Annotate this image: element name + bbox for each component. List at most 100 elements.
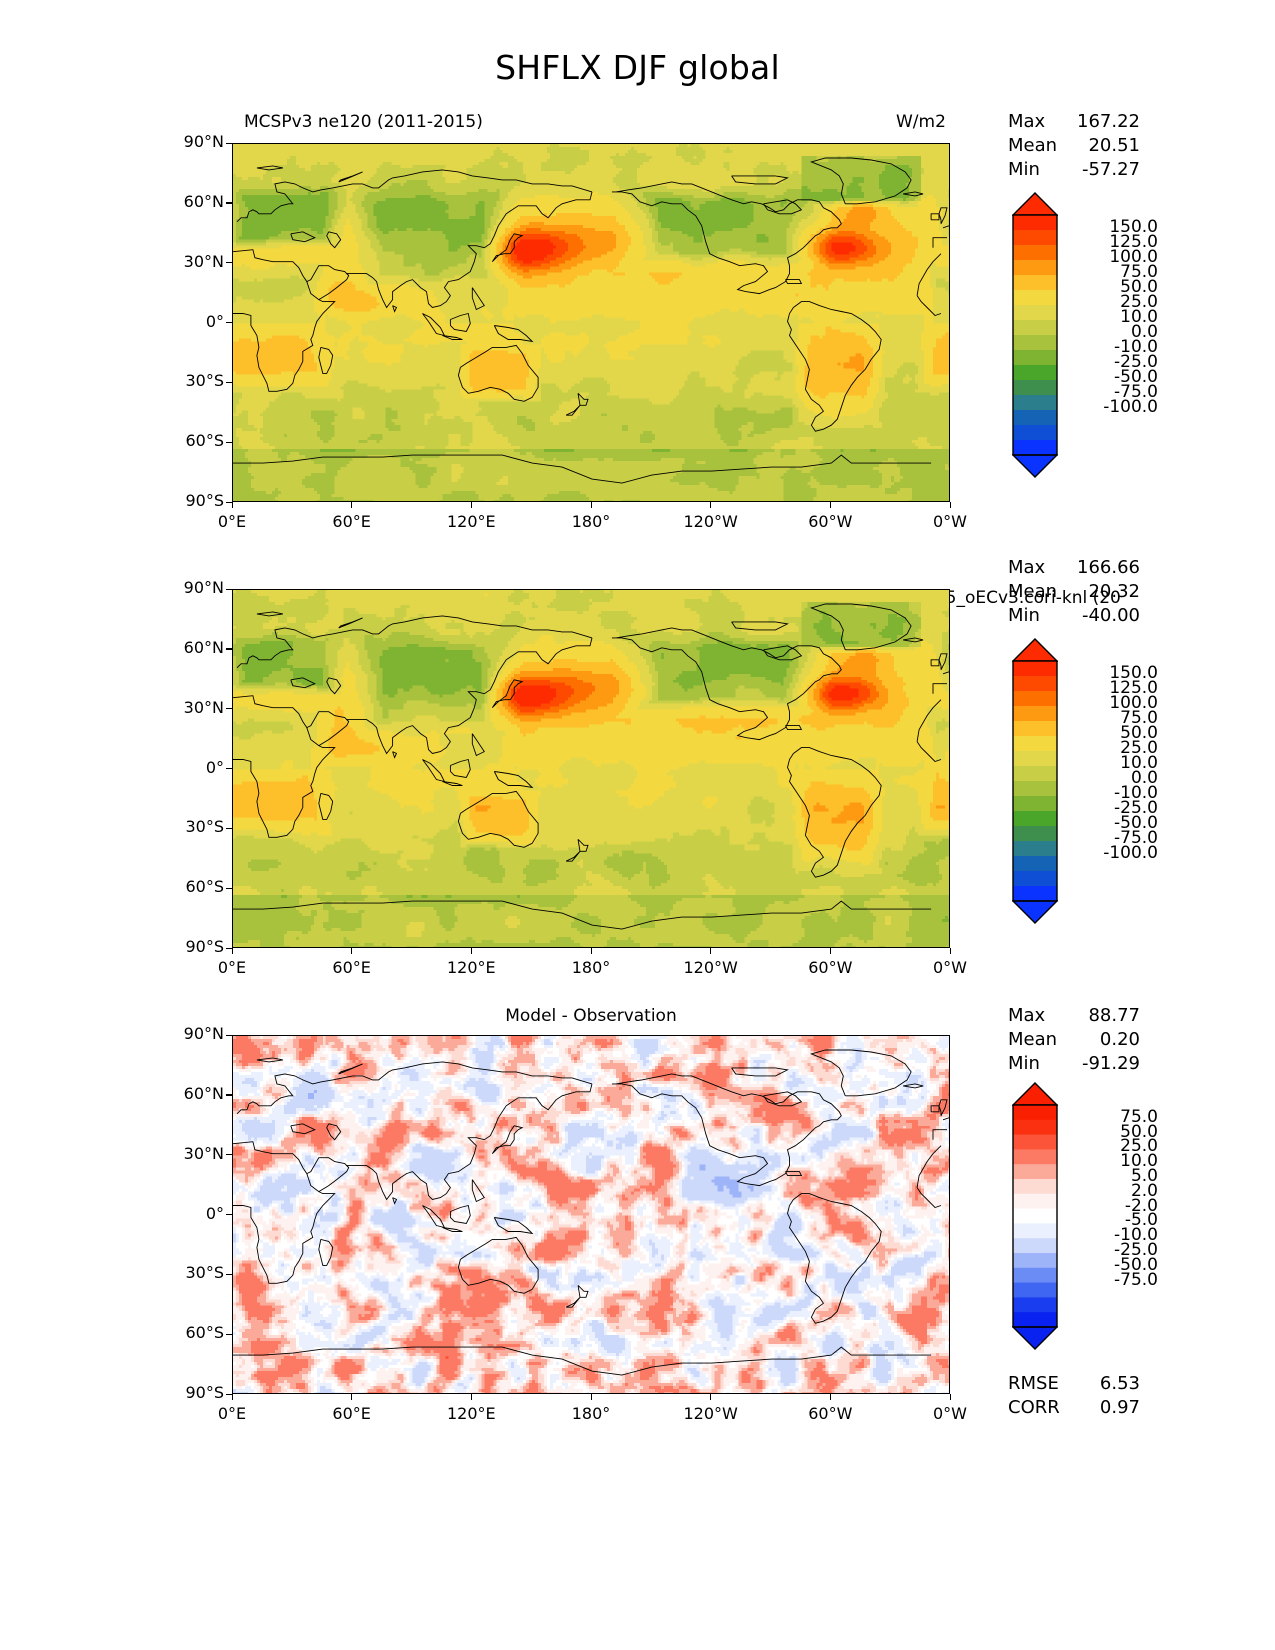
x-axis-tick-mark bbox=[949, 502, 951, 508]
x-axis-tick-label: 120°W bbox=[683, 1404, 738, 1423]
y-axis-tick-mark bbox=[226, 1034, 232, 1036]
x-axis-tick-label: 0°W bbox=[933, 958, 967, 977]
y-axis-tick-label: 0° bbox=[205, 311, 224, 331]
x-axis-tick-label: 60°W bbox=[808, 1404, 853, 1423]
colorbar-tick-label: -5.0 bbox=[1124, 1210, 1158, 1231]
x-axis-tick-mark bbox=[829, 1394, 832, 1400]
y-axis-tick-label: 90°N bbox=[183, 578, 224, 597]
metric-corr-row: CORR 0.97 bbox=[1008, 1397, 1140, 1418]
stat-min-row: Min -40.00 bbox=[1008, 605, 1140, 626]
y-axis-tick-mark bbox=[226, 768, 232, 770]
colorbar-tick-label: 100.0 bbox=[1109, 247, 1158, 267]
x-axis-tick-label: 0°E bbox=[217, 1404, 247, 1423]
colorbar-tick-label: 0.0 bbox=[1130, 322, 1158, 342]
x-axis-tick-mark bbox=[710, 1394, 712, 1400]
x-axis-tick-mark bbox=[590, 1394, 592, 1400]
colorbar-tick-label: 5.0 bbox=[1130, 1166, 1158, 1186]
colorbar-tick-label: -25.0 bbox=[1114, 352, 1158, 372]
x-axis-tick-label: 120°W bbox=[683, 958, 738, 977]
colorbar-tick-label: 10.0 bbox=[1120, 307, 1158, 327]
x-axis-tick-mark bbox=[470, 1394, 473, 1400]
y-axis-tick-mark bbox=[226, 142, 232, 144]
colorbar-model: 150.0 125.0 100.0 75.0 50.0 25.0 10.0 0.0 -10.0-… bbox=[1012, 638, 1158, 924]
y-axis-tick-mark bbox=[226, 708, 232, 710]
x-axis-tick-label: 0°W bbox=[933, 1404, 967, 1423]
y-axis-tick-label: 0° bbox=[205, 1203, 224, 1223]
x-axis-tick-label: 60°E bbox=[332, 1404, 371, 1423]
y-axis-tick-label: 60°N bbox=[183, 191, 224, 211]
colorbar-observation: 150.0 125.0 100.0 75.0 50.0 25.0 10.0 0.0 -10.0-… bbox=[1012, 192, 1158, 478]
colorbar-tick-label: -75.0 bbox=[1114, 828, 1158, 848]
x-axis-tick-mark bbox=[470, 502, 473, 508]
map-model[interactable] bbox=[232, 589, 950, 948]
colorbar-tick-label: 25.0 bbox=[1120, 1136, 1158, 1157]
colorbar-tick-label: 125.0 bbox=[1109, 232, 1158, 252]
x-axis-tick-label: 60°E bbox=[332, 512, 371, 531]
colorbar-tick-label: 150.0 bbox=[1109, 217, 1158, 237]
colorbar-tick-label: -2.0 bbox=[1124, 1195, 1158, 1216]
colorbar-tick-label: 75.0 bbox=[1120, 708, 1158, 728]
x-axis-tick-mark bbox=[590, 502, 592, 508]
colorbar-tick-label: 0.0 bbox=[1130, 768, 1158, 788]
colorbar-tick-label: 75.0 bbox=[1120, 1106, 1158, 1127]
y-axis-tick-label: 90°S bbox=[185, 937, 224, 956]
y-axis-tick-label: 30°S bbox=[185, 371, 224, 391]
stat-min-row: Min -57.27 bbox=[1008, 159, 1140, 180]
panel-observation-title: MCSPv3 ne120 (2011-2015) bbox=[244, 112, 483, 132]
x-axis-tick-mark bbox=[470, 948, 473, 954]
colorbar-tick-label: -75.0 bbox=[1114, 382, 1158, 402]
y-axis-tick-label: 90°N bbox=[183, 1024, 224, 1043]
colorbar-tick-label: -25.0 bbox=[1114, 798, 1158, 818]
colorbar-tick-label: -10.0 bbox=[1114, 337, 1158, 357]
y-axis-tick-mark bbox=[226, 322, 232, 324]
y-axis-tick-mark bbox=[226, 1094, 232, 1096]
colorbar-tick-label: 25.0 bbox=[1120, 738, 1158, 758]
colorbar-gradient bbox=[1012, 1082, 1058, 1350]
coastlines bbox=[233, 603, 949, 930]
figure-title: SHFLX DJF global bbox=[495, 48, 780, 87]
stat-max-row: Max 167.22 bbox=[1008, 111, 1140, 132]
x-axis-tick-label: 180° bbox=[571, 512, 611, 531]
y-axis-tick-mark bbox=[226, 947, 232, 949]
y-axis-tick-mark bbox=[226, 262, 232, 264]
y-axis-tick-mark bbox=[226, 381, 232, 384]
colorbar-tick-label: 150.0 bbox=[1109, 663, 1158, 683]
x-axis-tick-label: 0°E bbox=[217, 958, 247, 977]
colorbar-gradient bbox=[1012, 638, 1058, 924]
y-axis-tick-label: 60°N bbox=[183, 1083, 224, 1103]
colorbar-tick-label: -75.0 bbox=[1114, 1269, 1158, 1290]
y-axis-tick-mark bbox=[226, 1154, 232, 1156]
coastlines bbox=[233, 157, 949, 484]
x-axis-tick-label: 60°E bbox=[332, 958, 371, 977]
colorbar-tick-label: -50.0 bbox=[1114, 813, 1158, 833]
panel-observation-stats: Max 167.22 Mean 20.51 Min -57.27 bbox=[1008, 110, 1140, 182]
y-axis-tick-mark bbox=[226, 1273, 232, 1276]
colorbar-tick-label: 50.0 bbox=[1120, 277, 1158, 297]
map-difference[interactable] bbox=[232, 1035, 950, 1394]
colorbar-tick-label: -100.0 bbox=[1103, 843, 1158, 863]
x-axis-tick-mark bbox=[231, 948, 233, 954]
x-axis-tick-mark bbox=[351, 1394, 353, 1400]
x-axis-tick-label: 60°W bbox=[808, 958, 853, 977]
map-observation[interactable] bbox=[232, 143, 950, 502]
y-axis-tick-mark bbox=[226, 648, 232, 650]
colorbar-tick-label: 10.0 bbox=[1120, 1151, 1158, 1172]
y-axis-tick-mark bbox=[226, 887, 232, 889]
y-axis-tick-mark bbox=[226, 827, 232, 830]
colorbar-tick-label: -10.0 bbox=[1114, 783, 1158, 803]
colorbar-tick-label: -50.0 bbox=[1114, 367, 1158, 387]
colorbar-tick-label: 25.0 bbox=[1120, 292, 1158, 312]
y-axis-tick-label: 60°N bbox=[183, 637, 224, 657]
y-axis-tick-label: 90°N bbox=[183, 132, 224, 151]
y-axis-tick-mark bbox=[226, 441, 232, 443]
y-axis-tick-label: 30°S bbox=[185, 1263, 224, 1283]
colorbar-tick-label: 50.0 bbox=[1120, 723, 1158, 743]
y-axis-tick-label: 90°S bbox=[185, 1383, 224, 1402]
x-axis-tick-label: 120°E bbox=[447, 958, 496, 977]
panel-difference-metrics: RMSE 6.53 CORR 0.97 bbox=[1008, 1372, 1140, 1420]
y-axis-tick-mark bbox=[226, 202, 232, 204]
x-axis-tick-label: 120°E bbox=[447, 1404, 496, 1423]
y-axis-tick-label: 0° bbox=[205, 757, 224, 777]
panel-difference-title: Model - Observation bbox=[505, 1006, 677, 1026]
panel-model-stats: Max 166.66 Mean 20.32 Min -40.00 bbox=[1008, 556, 1140, 628]
